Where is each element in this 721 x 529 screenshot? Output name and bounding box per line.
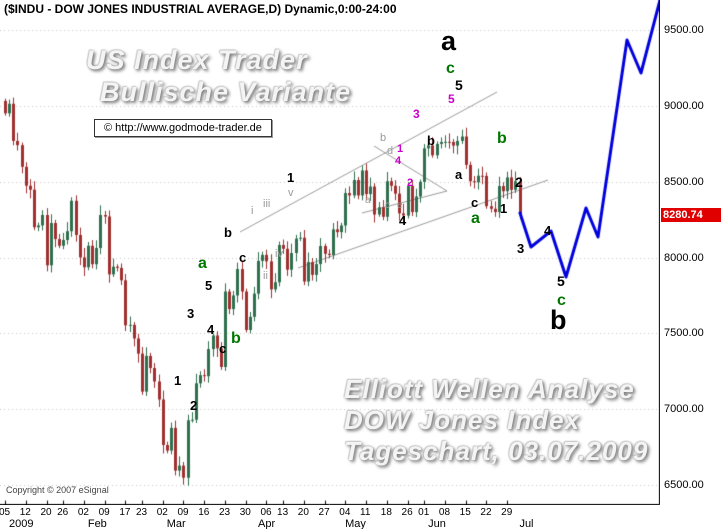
esignal-copyright: Copyright © 2007 eSignal [6,485,109,495]
month-label: Jun [428,518,446,529]
date-tick-label: 27 [318,507,330,518]
price-axis-label: 9500.00 [664,24,704,37]
date-tick-label: 23 [218,507,231,518]
date-tick-label: 06 [260,507,272,518]
last-price-value: 8280.74 [663,209,703,222]
date-tick-label: 04 [339,507,351,518]
date-tick-label: 23 [135,507,148,518]
date-tick-label: 29 [501,507,513,518]
date-tick-label: 02 [156,507,168,518]
date-tick-label: 15 [459,507,471,518]
month-label: Apr [258,518,276,529]
date-tick-label: 22 [480,507,492,518]
date-tick-label: 17 [119,507,131,518]
month-label: Feb [87,518,107,529]
date-tick-label: 12 [19,507,31,518]
month-label: Mar [166,518,186,529]
date-tick-label: 11 [360,507,371,518]
date-tick-label: 05 [0,507,11,518]
price-axis-label: 8000.00 [664,251,704,264]
date-tick-label: 26 [57,507,69,518]
date-tick-label: 16 [198,507,210,518]
price-axis-label: 6500.00 [664,478,704,491]
price-axis-label: 7000.00 [664,403,704,416]
source-link[interactable]: © http://www.godmode-trader.de [104,122,262,134]
date-tick-label: 20 [40,507,52,518]
price-axis-label: 9000.00 [664,100,704,113]
date-axis: 05 12 20 26 02 09 17 23 02 09 16 23 30 06 13 20 27 04 11 18… [0,507,660,518]
date-tick-label: 18 [380,507,392,518]
date-tick-label: 09 [177,507,189,518]
source-link-box[interactable]: © http://www.godmode-trader.de [94,119,272,137]
price-axis: 8280.74 9500.00 9000.00 8500.00 8000.00 7500… [661,0,721,505]
month-label: Jul [519,518,534,529]
price-chart-canvas[interactable] [0,0,660,505]
price-axis-label: 8500.00 [664,175,704,188]
month-label: 2009 [9,518,34,529]
last-price-tag: 8280.74 [661,208,721,223]
date-tick-label: 20 [297,507,309,518]
date-tick-label: 30 [239,507,251,518]
date-tick-label: 13 [277,507,289,518]
chart-title: ($INDU - DOW JONES INDUSTRIAL AVERAGE,D)… [4,2,397,16]
date-tick-label: 01 [418,507,430,518]
date-tick-label: 09 [98,507,110,518]
date-tick-label: 08 [438,507,451,518]
date-tick-label: 26 [401,507,413,518]
price-axis-label: 7500.00 [664,327,704,340]
month-axis: 2009 Feb Mar Apr May Jun Jul [0,518,660,529]
month-label: May [345,518,366,529]
date-tick-label: 02 [77,507,89,518]
